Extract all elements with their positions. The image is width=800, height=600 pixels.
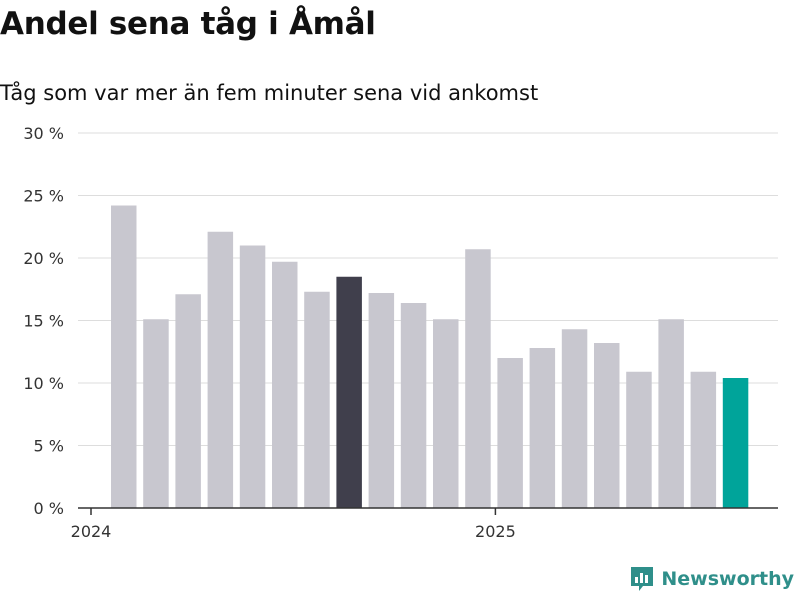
brand-name: Newsworthy	[661, 568, 794, 590]
bar-2024-10	[400, 303, 427, 508]
bar-2024-01	[111, 205, 137, 508]
chart-title: Andel sena tåg i Åmål	[0, 6, 376, 42]
bar-2025-08	[722, 378, 749, 508]
bar-2024-11	[433, 319, 459, 508]
y-tick-label: 15 %	[23, 312, 64, 331]
bar-2024-06	[272, 261, 298, 508]
y-tick-label: 20 %	[23, 249, 64, 268]
bar-2024-04	[207, 231, 234, 508]
bar-2025-06	[658, 319, 684, 508]
y-tick-label: 30 %	[23, 124, 64, 143]
x-tick-label-2024: 2024	[71, 522, 112, 541]
bar-2025-01	[497, 358, 523, 508]
bar-2025-04	[594, 343, 620, 508]
bar-2024-02	[143, 319, 169, 508]
bars	[111, 205, 749, 508]
bar-2024-07	[304, 291, 330, 508]
bar-2025-02	[529, 348, 556, 508]
x-tick-label-2025: 2025	[475, 522, 516, 541]
y-tick-label: 25 %	[23, 187, 64, 206]
y-tick-label: 5 %	[34, 437, 64, 456]
bar-2025-03	[561, 329, 588, 508]
y-axis-tick-labels: 0 % 5 % 10 % 15 % 20 % 25 % 30 %	[23, 124, 64, 518]
bar-2024-09	[368, 293, 395, 508]
bar-2024-03	[175, 294, 201, 508]
bar-2024-05	[239, 245, 266, 508]
bar-2025-07	[690, 371, 717, 508]
bar-2025-05	[626, 371, 652, 508]
y-tick-label: 10 %	[23, 374, 64, 393]
bar-2024-08	[336, 276, 362, 508]
chart-subtitle: Tåg som var mer än fem minuter sena vid …	[0, 81, 539, 105]
newsworthy-logo-icon	[631, 567, 654, 591]
brand-logo: Newsworthy	[629, 565, 794, 593]
bar-2024-12	[465, 249, 491, 508]
x-axis	[78, 507, 778, 515]
y-tick-label: 0 %	[34, 499, 64, 518]
x-axis-tick-labels: 2024 2025	[71, 522, 516, 541]
